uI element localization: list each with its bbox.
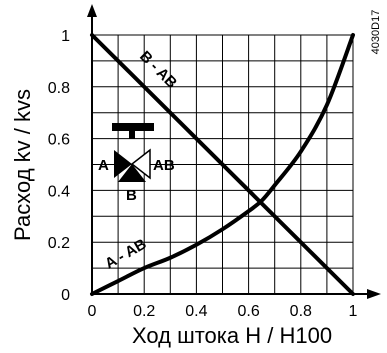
x-tick-label: 0.8 [290, 303, 312, 320]
y-tick-label: 0.2 [48, 235, 70, 252]
x-tick-label: 0.4 [185, 303, 207, 320]
series-line-a-ab [90, 33, 355, 296]
series-line-b-ab [90, 33, 355, 296]
y-axis-arrow [87, 4, 97, 17]
axes [87, 4, 381, 299]
x-tick-label: 0.2 [133, 303, 155, 320]
grid-lines [92, 34, 354, 294]
y-axis-label: Расход kv / kvs [10, 89, 35, 241]
y-tick-label: 0.8 [48, 80, 70, 97]
x-tick-label: 0.6 [237, 303, 259, 320]
y-tick-label: 0 [61, 287, 70, 304]
x-tick-label: 0 [88, 303, 97, 320]
x-axis-label: Ход штока H / H100 [132, 323, 332, 348]
valve-port-ab-label: AB [153, 157, 175, 174]
y-tick-label: 1 [61, 28, 70, 45]
document-id: 4030D17 [370, 10, 382, 55]
x-tick-labels: 0 0.2 0.4 0.6 0.8 1 [88, 303, 358, 320]
y-tick-label: 0.6 [48, 132, 70, 149]
x-axis-arrow [367, 289, 381, 299]
series-lines [90, 33, 355, 296]
x-tick-label: 1 [349, 303, 358, 320]
three-way-valve-icon: A AB B [98, 123, 175, 204]
valve-port-b-label: B [126, 187, 137, 204]
valve-port-a-label: A [98, 157, 109, 174]
y-tick-label: 0.4 [48, 183, 70, 200]
y-tick-labels: 0 0.2 0.4 0.6 0.8 1 [48, 28, 70, 304]
